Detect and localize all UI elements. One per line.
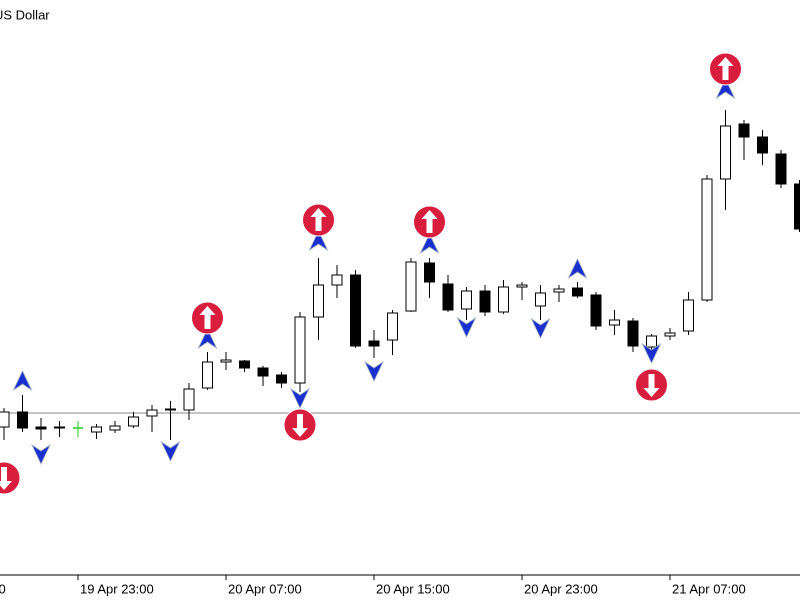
signal-badge (283, 408, 317, 442)
candle-body (294, 316, 306, 384)
candle-body (498, 286, 509, 313)
candle-body (109, 425, 121, 431)
signal-arrow (419, 233, 440, 255)
badge-arrow (292, 414, 308, 437)
candle-body (183, 388, 195, 411)
candle-body (424, 262, 435, 283)
signal-badge (191, 301, 224, 335)
candle-body (91, 426, 102, 433)
badge-arrow (0, 467, 12, 490)
signal-arrow (530, 317, 551, 339)
signal-arrow (12, 370, 33, 392)
badge-arrow (310, 208, 327, 231)
candle-body (202, 361, 213, 389)
candle-body (276, 374, 287, 384)
signal-arrow (641, 342, 662, 364)
candle-body (572, 287, 583, 297)
chart-title: US Dollar (0, 7, 50, 22)
candle-body (683, 299, 694, 332)
candle-body (461, 290, 472, 310)
signal-arrow (197, 328, 218, 350)
candle-body (442, 283, 454, 311)
candle-body (553, 288, 565, 293)
candle-body (331, 274, 343, 286)
candle-body (0, 411, 10, 428)
candle-body (738, 123, 750, 138)
signal-badge (413, 205, 446, 239)
x-tick-label: 19 Apr 23:00 (80, 581, 154, 596)
signal-arrow (160, 440, 181, 462)
badge-arrow (421, 210, 438, 233)
candle-body (146, 409, 158, 417)
signal-arrow (31, 443, 51, 465)
candle-body (535, 292, 546, 307)
candle-body (387, 312, 398, 341)
signal-badge (0, 461, 21, 495)
candle-body (794, 183, 800, 230)
candle-body (313, 284, 324, 318)
signal-arrow (290, 387, 310, 409)
candle-body (479, 290, 491, 313)
candle-body (128, 416, 139, 427)
candle-body (664, 332, 676, 337)
candle-body (609, 319, 620, 326)
badge-arrow (199, 306, 216, 329)
candle-body (627, 320, 639, 347)
candle-body (54, 426, 65, 429)
candle-body (701, 178, 713, 301)
signal-badge (709, 52, 742, 86)
badge-arrow (717, 57, 734, 80)
candle-body (405, 261, 417, 312)
candle-body (720, 125, 731, 180)
signal-arrow (308, 230, 329, 252)
badge-arrow (643, 374, 660, 397)
candle-body (35, 426, 47, 430)
candle-body (516, 284, 528, 288)
candle-body (350, 274, 361, 347)
candle-body (590, 294, 602, 327)
candle-body (220, 359, 232, 363)
candle-body (257, 367, 269, 377)
candle-body (368, 340, 380, 347)
candle-body (757, 136, 768, 154)
signal-arrow (715, 78, 736, 100)
signal-arrow (456, 316, 477, 338)
candle-body (239, 360, 250, 369)
signal-arrow (567, 258, 588, 280)
x-tick-label: 19 Apr 15:00 (0, 581, 6, 596)
signal-badge (302, 203, 335, 237)
x-tick-label: 20 Apr 23:00 (524, 581, 598, 596)
candle-body (165, 408, 176, 411)
signal-badge (635, 368, 668, 402)
x-tick-label: 20 Apr 07:00 (228, 581, 302, 596)
candle-body (17, 411, 28, 429)
signal-arrow (364, 360, 384, 382)
candle-body (646, 335, 657, 348)
candle-body (775, 153, 787, 185)
x-tick-label: 21 Apr 07:00 (672, 581, 746, 596)
x-tick-label: 20 Apr 15:00 (376, 581, 450, 596)
